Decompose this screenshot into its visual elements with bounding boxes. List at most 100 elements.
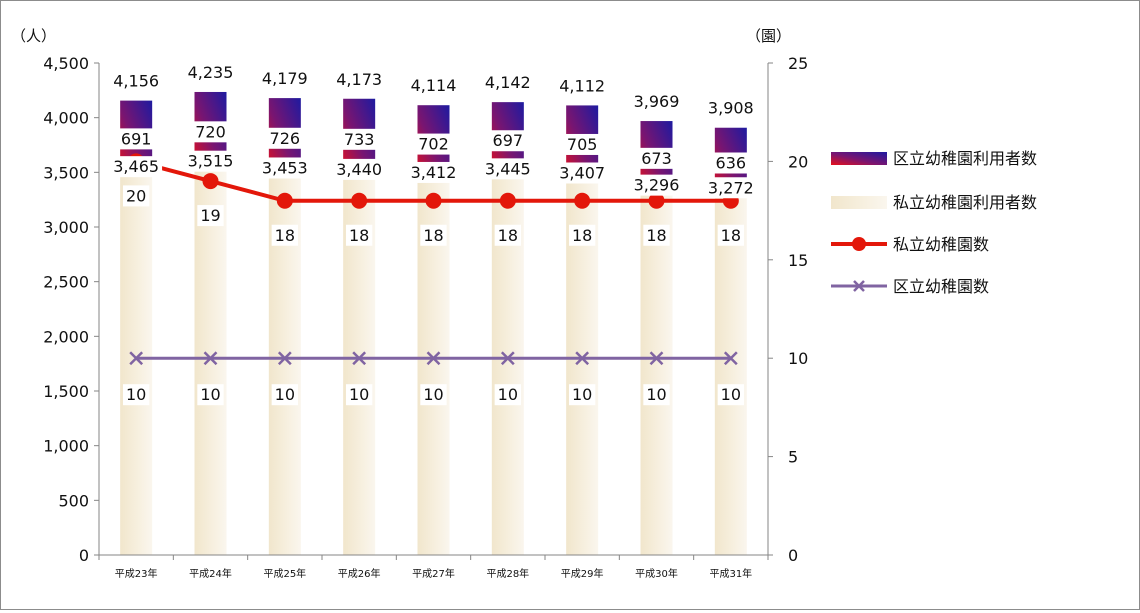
left-tick-label: 1,000 xyxy=(43,437,89,456)
legend-label-ward-kindergartens: 区立幼稚園数 xyxy=(893,277,989,296)
ward-kindergartens-label-bg xyxy=(494,384,522,406)
private-kindergartens-label-bg xyxy=(345,224,373,246)
ward-users-label: 636 xyxy=(716,153,747,172)
x-tick-label: 平成24年 xyxy=(189,567,232,580)
private-kindergartens-label: 18 xyxy=(498,226,518,245)
left-axis-unit: （人） xyxy=(11,27,56,45)
marker-private-kindergartens xyxy=(351,192,368,209)
ward-users-label-bg xyxy=(266,127,304,149)
left-tick-label: 4,500 xyxy=(43,54,89,73)
ward-users-label-bg xyxy=(192,121,229,143)
left-tick-label: 0 xyxy=(79,546,89,565)
left-tick-label: 3,500 xyxy=(43,163,89,182)
x-tick-label: 平成28年 xyxy=(486,567,529,580)
bar-private-users xyxy=(120,176,153,555)
total-label: 4,156 xyxy=(113,72,159,91)
ward-kindergartens-label: 10 xyxy=(423,385,443,404)
ward-kindergartens-label: 10 xyxy=(498,385,518,404)
private-kindergartens-label-bg xyxy=(271,224,299,246)
total-label: 3,969 xyxy=(634,92,680,111)
ward-kindergartens-label-bg xyxy=(568,384,596,406)
marker-ward-kindergartens xyxy=(649,351,664,366)
marker-private-kindergartens xyxy=(648,192,665,209)
ward-users-label-bg xyxy=(415,133,452,155)
right-tick-label: 25 xyxy=(788,54,808,73)
ward-kindergartens-label: 10 xyxy=(126,385,146,404)
marker-private-kindergartens xyxy=(499,192,516,209)
ward-kindergartens-label: 10 xyxy=(200,385,220,404)
axes-layer: 0 500 1,000 1,500 2,000 2,500 3,000 3,500 4,000 4… xyxy=(11,27,808,580)
private-kindergartens-label: 18 xyxy=(721,226,741,245)
ward-users-label-bg xyxy=(563,133,601,155)
ward-users-label: 720 xyxy=(195,122,226,141)
private-users-label: 3,272 xyxy=(708,178,754,197)
private-users-label-bg xyxy=(630,174,683,196)
left-tick-label: 4,000 xyxy=(43,109,89,128)
private-users-label: 3,296 xyxy=(634,176,680,195)
total-label: 4,235 xyxy=(188,63,234,82)
ward-users-label-bg xyxy=(117,128,155,150)
private-kindergartens-label: 18 xyxy=(646,226,666,245)
total-label: 4,173 xyxy=(336,70,382,89)
private-kindergartens-label-bg xyxy=(568,224,596,246)
right-tick-label: 10 xyxy=(788,349,808,368)
ward-users-label: 697 xyxy=(493,131,524,150)
legend-label-ward-users: 区立幼稚園利用者数 xyxy=(893,149,1037,168)
private-kindergartens-label: 20 xyxy=(126,186,146,205)
x-tick-label: 平成27年 xyxy=(412,567,455,580)
ward-kindergartens-label-bg xyxy=(420,384,447,406)
marker-ward-kindergartens xyxy=(352,351,367,366)
ward-users-label: 673 xyxy=(641,149,672,168)
private-users-label-bg xyxy=(407,161,460,183)
legend-swatch-ward-users xyxy=(831,152,887,165)
private-kindergartens-label: 19 xyxy=(200,206,220,225)
ward-kindergartens-label: 10 xyxy=(721,385,741,404)
marker-private-kindergartens xyxy=(202,173,219,190)
ward-users-label: 691 xyxy=(121,129,152,148)
x-tick-label: 平成31年 xyxy=(709,567,752,580)
x-tick-label: 平成29年 xyxy=(561,567,604,580)
ward-kindergartens-label: 10 xyxy=(572,385,592,404)
private-users-label: 3,412 xyxy=(411,163,457,182)
legend-swatch-private-users xyxy=(831,196,887,209)
right-tick-label: 20 xyxy=(788,152,808,171)
private-users-label-bg xyxy=(333,158,386,180)
bar-private-users xyxy=(714,197,747,555)
private-kindergartens-label-bg xyxy=(643,224,670,246)
ward-kindergartens-label-bg xyxy=(643,384,670,406)
left-tick-label: 1,500 xyxy=(43,382,89,401)
private-users-label: 3,445 xyxy=(485,159,531,178)
marker-ward-kindergartens xyxy=(426,351,441,366)
private-users-label: 3,440 xyxy=(336,160,382,179)
right-tick-label: 5 xyxy=(788,448,798,467)
ward-kindergartens-label-bg xyxy=(197,384,224,406)
ward-kindergartens-label-bg xyxy=(271,384,299,406)
x-tick-label: 平成25年 xyxy=(263,567,306,580)
private-kindergartens-label-bg xyxy=(420,224,447,246)
private-kindergartens-label: 18 xyxy=(275,226,295,245)
left-tick-label: 3,000 xyxy=(43,218,89,237)
left-tick-label: 2,000 xyxy=(43,327,89,346)
right-tick-label: 15 xyxy=(788,251,808,270)
private-users-label-bg xyxy=(481,158,534,180)
total-label: 4,179 xyxy=(262,69,308,88)
private-kindergartens-label: 18 xyxy=(423,226,443,245)
private-users-label-bg xyxy=(556,162,609,184)
ward-kindergartens-label: 10 xyxy=(349,385,369,404)
ward-kindergartens-label-bg xyxy=(122,384,150,406)
private-users-label-bg xyxy=(184,150,237,172)
total-label: 3,908 xyxy=(708,99,754,118)
private-kindergartens-label: 18 xyxy=(349,226,369,245)
ward-users-label: 702 xyxy=(418,135,449,154)
bar-private-users xyxy=(194,170,227,555)
private-users-label-bg xyxy=(704,177,757,199)
ward-users-label: 733 xyxy=(344,130,375,149)
private-kindergartens-label-bg xyxy=(197,205,224,227)
ward-users-label-bg xyxy=(712,152,750,174)
legend-marker-ward-kindergartens xyxy=(853,280,865,292)
ward-users-label: 726 xyxy=(270,129,301,148)
legend-label-private-kindergartens: 私立幼稚園数 xyxy=(893,235,989,254)
